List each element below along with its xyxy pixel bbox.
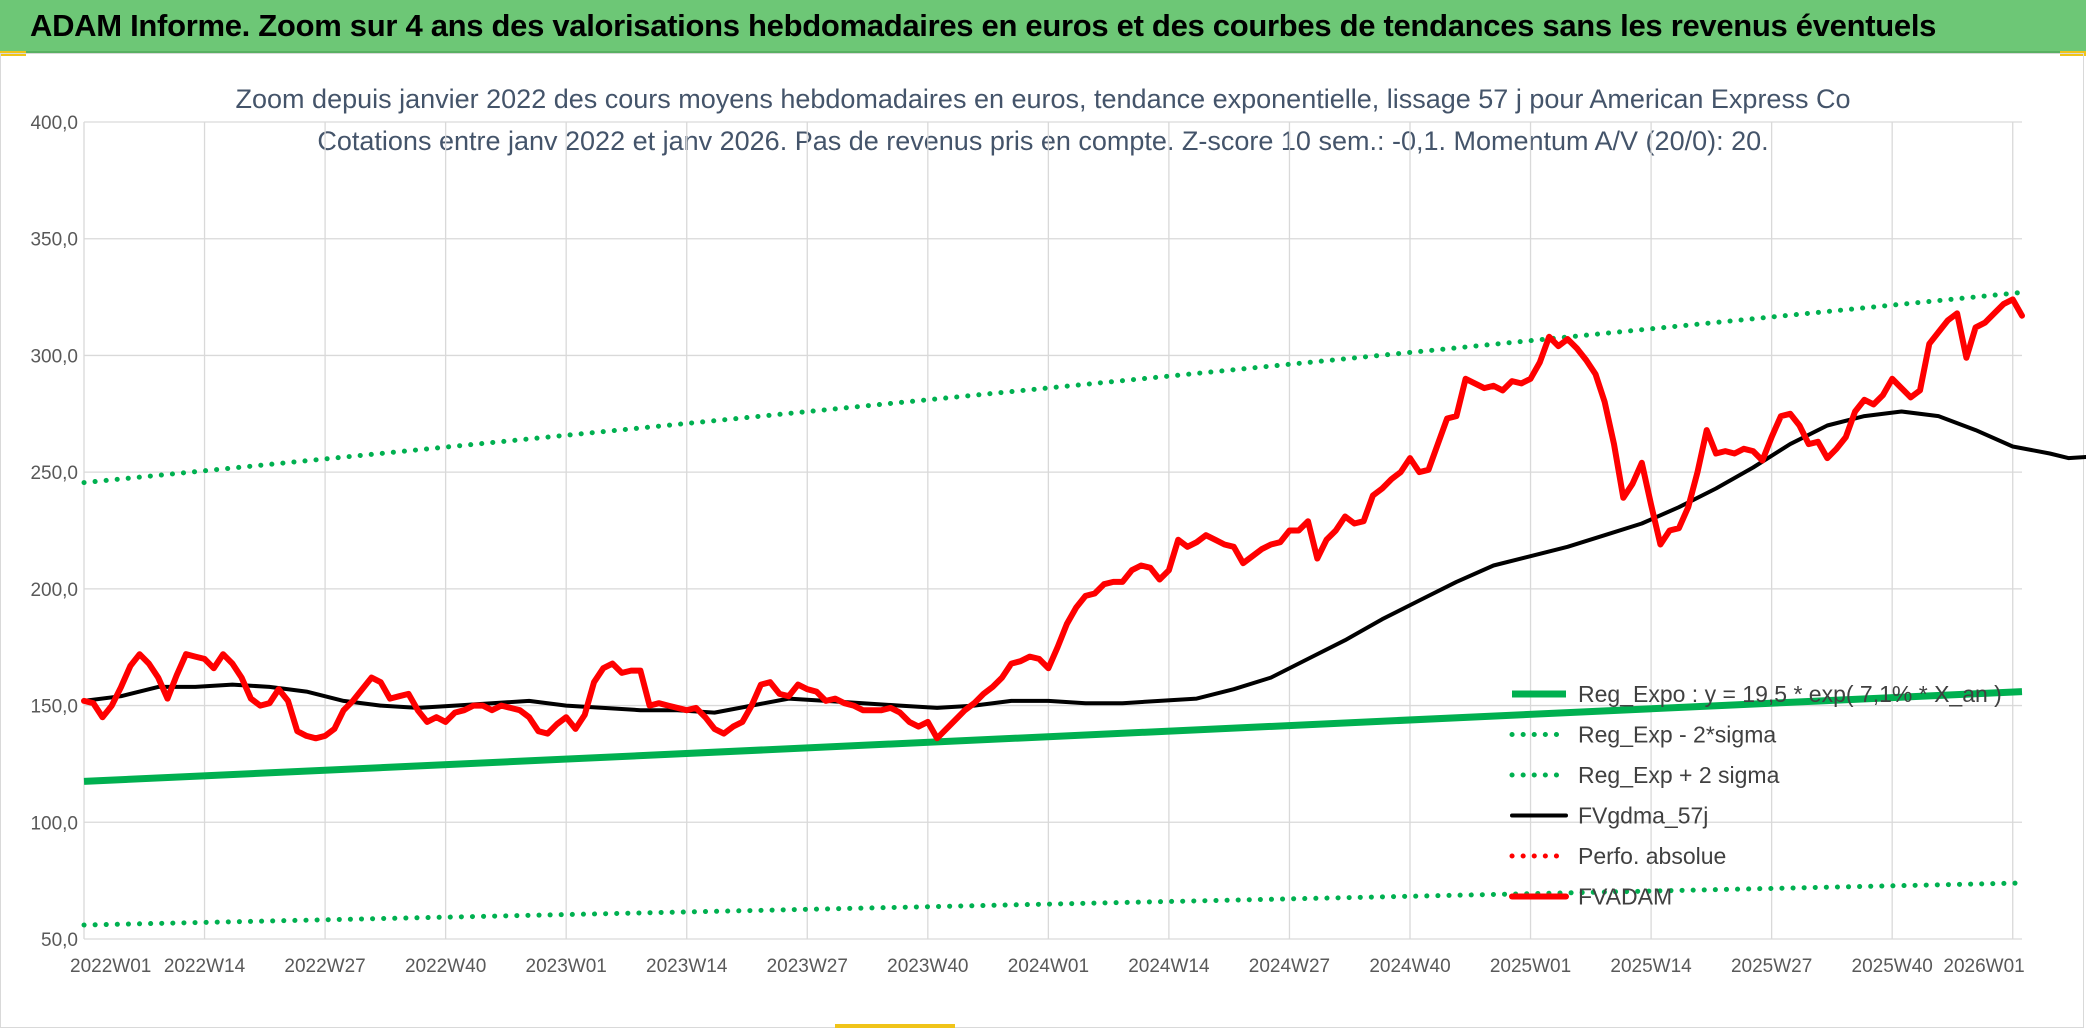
series-line-reg-expo (83, 688, 2023, 785)
x-tick-label: 2025W14 (1610, 956, 1692, 977)
legend-label: FVADAM (1578, 884, 1672, 910)
legend-label: Perfo. absolue (1578, 843, 1726, 869)
x-tick-label: 2025W40 (1852, 956, 1933, 977)
legend-label: Reg_Exp + 2 sigma (1578, 762, 1780, 788)
series-lines (81, 289, 2086, 928)
x-tick-label: 2022W27 (284, 956, 365, 977)
x-tick-label: 2024W40 (1369, 956, 1450, 977)
x-tick-label: 2022W14 (164, 956, 246, 977)
x-tick-label: 2023W01 (526, 956, 607, 977)
y-tick-label: 100,0 (30, 813, 78, 834)
chart-subtitle: Cotations entre janv 2022 et janv 2026. … (317, 126, 1769, 156)
y-tick-label: 250,0 (30, 463, 78, 484)
chart-title: Zoom depuis janvier 2022 des cours moyen… (235, 84, 1851, 114)
y-tick-label: 200,0 (30, 580, 78, 601)
x-tick-label: 2022W01 (70, 956, 151, 977)
series-line-reg-exp (81, 289, 2025, 486)
series-line-fvgdma-57j (82, 409, 2086, 715)
report-title: ADAM Informe. Zoom sur 4 ans des valoris… (30, 8, 1937, 43)
y-tick-label: 350,0 (30, 230, 78, 251)
y-tick-label: 150,0 (30, 697, 78, 718)
x-tick-label: 2026W01 (1943, 956, 2024, 977)
legend-label: Reg_Exp - 2*sigma (1578, 722, 1776, 748)
y-tick-label: 400,0 (30, 113, 78, 134)
series-line-fvadam (81, 296, 2025, 742)
x-tick-label: 2023W27 (767, 956, 848, 977)
x-tick-label: 2023W40 (887, 956, 968, 977)
report-banner: ADAM Informe. Zoom sur 4 ans des valoris… (0, 0, 2086, 53)
chart-frame (0, 53, 2084, 1028)
x-tick-label: 2022W40 (405, 956, 486, 977)
x-tick-label: 2024W01 (1008, 956, 1089, 977)
legend-label: FVgdma_57j (1578, 803, 1708, 829)
legend: Reg_Expo : y = 19,5 * exp( 7,1% * X_an )… (1509, 681, 2002, 910)
x-tick-label: 2025W27 (1731, 956, 1812, 977)
y-tick-label: 50,0 (41, 930, 78, 951)
x-tick-label: 2025W01 (1490, 956, 1571, 977)
x-tick-label: 2024W27 (1249, 956, 1330, 977)
bottom-accent (835, 1024, 955, 1028)
x-tick-label: 2024W14 (1128, 956, 1210, 977)
legend-label: Reg_Expo : y = 19,5 * exp( 7,1% * X_an ) (1578, 681, 2002, 707)
axis-labels: 50,0 100,0 150,0 200,0 250,0 300,0 350,0 400,0 2… (30, 113, 2024, 977)
y-tick-label: 300,0 (30, 346, 78, 367)
grid-lines (83, 121, 2022, 940)
x-tick-label: 2023W14 (646, 956, 728, 977)
series-line-reg-exp (81, 880, 2025, 928)
